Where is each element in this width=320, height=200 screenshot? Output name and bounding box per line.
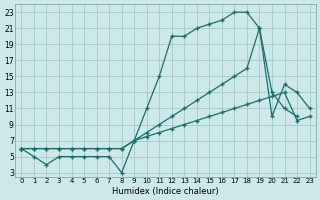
X-axis label: Humidex (Indice chaleur): Humidex (Indice chaleur) (112, 187, 219, 196)
